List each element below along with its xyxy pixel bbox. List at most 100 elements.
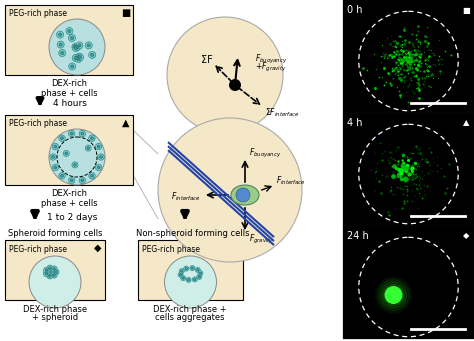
Bar <box>5 240 105 300</box>
Circle shape <box>197 269 199 271</box>
Text: 24 h: 24 h <box>347 231 369 241</box>
Circle shape <box>61 137 64 140</box>
Text: DEX-rich: DEX-rich <box>51 190 87 198</box>
Text: $+ F_{gravity}$: $+ F_{gravity}$ <box>255 60 287 74</box>
Circle shape <box>68 130 75 137</box>
Text: ◆: ◆ <box>463 232 469 240</box>
Circle shape <box>194 278 196 281</box>
Circle shape <box>178 272 183 277</box>
Text: 1 to 2 days: 1 to 2 days <box>47 212 97 222</box>
Text: DEX-rich phase +: DEX-rich phase + <box>153 305 227 313</box>
Circle shape <box>97 145 100 148</box>
Circle shape <box>69 63 76 70</box>
Circle shape <box>74 43 81 50</box>
Circle shape <box>91 174 93 177</box>
Circle shape <box>72 44 79 50</box>
Circle shape <box>181 276 186 281</box>
Circle shape <box>97 166 100 169</box>
Circle shape <box>195 267 201 272</box>
Circle shape <box>72 55 79 61</box>
Circle shape <box>100 155 102 159</box>
Bar <box>138 240 243 300</box>
Circle shape <box>66 28 73 34</box>
Circle shape <box>199 272 201 275</box>
Circle shape <box>49 19 105 75</box>
Circle shape <box>77 57 80 61</box>
Circle shape <box>181 270 183 272</box>
Circle shape <box>76 42 83 49</box>
Circle shape <box>197 275 202 279</box>
Circle shape <box>79 56 82 59</box>
Circle shape <box>71 36 73 40</box>
Circle shape <box>95 164 102 170</box>
Circle shape <box>44 271 49 277</box>
Circle shape <box>198 271 203 276</box>
Circle shape <box>79 130 85 137</box>
Circle shape <box>70 132 73 135</box>
Circle shape <box>384 286 402 304</box>
Circle shape <box>180 273 182 276</box>
Circle shape <box>74 46 78 49</box>
Circle shape <box>53 269 59 275</box>
Circle shape <box>76 45 79 48</box>
Circle shape <box>53 274 55 277</box>
Circle shape <box>229 79 241 91</box>
Circle shape <box>91 137 93 140</box>
Circle shape <box>192 277 197 282</box>
Circle shape <box>59 33 62 36</box>
Circle shape <box>55 271 57 273</box>
Circle shape <box>85 145 91 151</box>
Circle shape <box>78 55 81 58</box>
Text: 4 hours: 4 hours <box>53 100 87 108</box>
Circle shape <box>59 135 65 142</box>
Circle shape <box>164 256 217 308</box>
Circle shape <box>59 43 62 46</box>
Circle shape <box>89 51 96 58</box>
Circle shape <box>61 51 64 55</box>
Circle shape <box>81 179 84 182</box>
Text: $F_{interface}$: $F_{interface}$ <box>171 191 201 203</box>
Circle shape <box>186 277 191 282</box>
Ellipse shape <box>231 185 259 205</box>
Circle shape <box>56 31 64 38</box>
Circle shape <box>70 179 73 182</box>
Text: 4 h: 4 h <box>347 118 363 128</box>
Circle shape <box>47 273 53 279</box>
Bar <box>343 0 474 113</box>
Circle shape <box>87 44 91 47</box>
Circle shape <box>29 256 81 308</box>
Circle shape <box>54 166 57 169</box>
Circle shape <box>49 129 105 185</box>
Circle shape <box>236 188 250 202</box>
Circle shape <box>48 275 51 277</box>
Text: ▲: ▲ <box>122 118 130 128</box>
Text: Non-spheroid forming cells: Non-spheroid forming cells <box>136 228 250 237</box>
Circle shape <box>190 266 195 271</box>
Circle shape <box>158 118 302 262</box>
Text: DEX-rich: DEX-rich <box>51 79 87 89</box>
Text: ■: ■ <box>121 8 131 18</box>
Circle shape <box>76 53 83 60</box>
Circle shape <box>65 152 68 155</box>
Circle shape <box>68 29 71 33</box>
Text: + spheroid: + spheroid <box>32 313 78 323</box>
Circle shape <box>184 266 189 271</box>
Circle shape <box>185 267 187 270</box>
Circle shape <box>81 132 84 135</box>
Circle shape <box>44 267 49 273</box>
Circle shape <box>51 266 57 272</box>
Circle shape <box>52 155 55 159</box>
Circle shape <box>53 268 55 270</box>
Circle shape <box>87 147 90 149</box>
Text: $F_{interface}$: $F_{interface}$ <box>276 175 306 187</box>
Circle shape <box>50 154 56 160</box>
Text: 0 h: 0 h <box>347 5 363 15</box>
Circle shape <box>52 143 59 150</box>
Circle shape <box>85 42 92 49</box>
Text: PEG-rich phase: PEG-rich phase <box>9 244 67 253</box>
Text: ▲: ▲ <box>463 119 469 128</box>
Text: $F_{buoyancy}$: $F_{buoyancy}$ <box>249 146 282 160</box>
Circle shape <box>45 269 48 272</box>
Circle shape <box>75 56 82 62</box>
Text: PEG-rich phase: PEG-rich phase <box>9 10 67 18</box>
